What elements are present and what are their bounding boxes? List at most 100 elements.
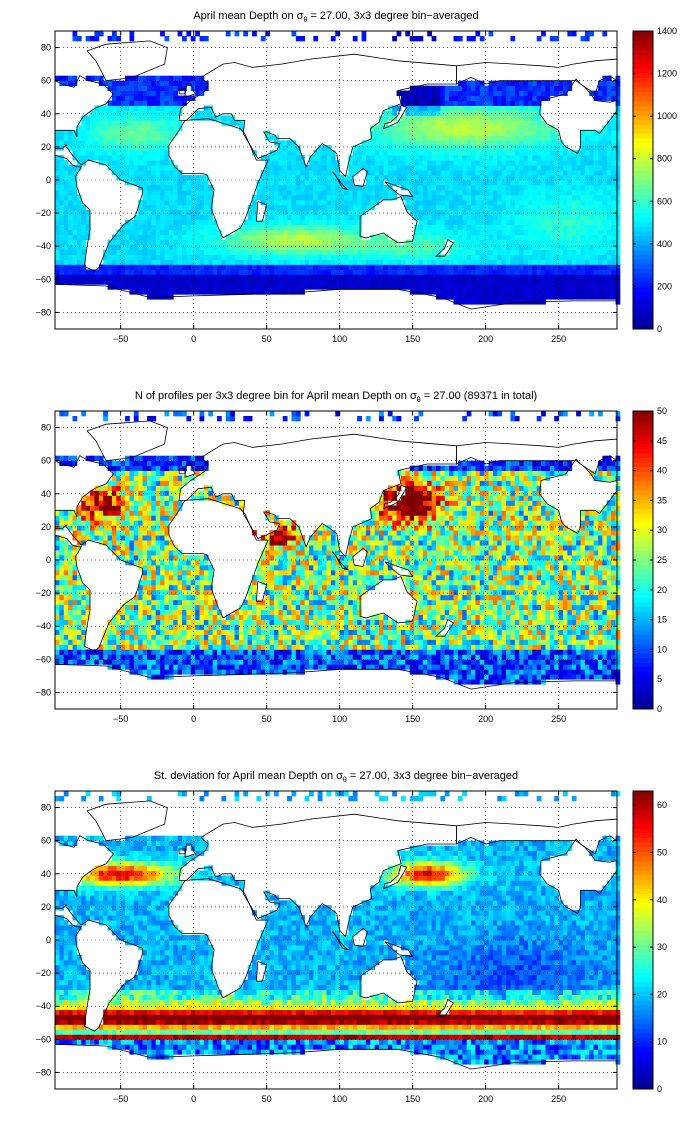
depth-cell <box>146 244 152 250</box>
depth-cell <box>68 214 73 221</box>
profile-count-cell <box>116 659 122 665</box>
depth-cell <box>606 279 612 285</box>
depth-cell <box>374 254 380 260</box>
depth-cell <box>98 274 104 280</box>
depth-cell <box>593 234 599 240</box>
profile-count-cell <box>471 654 476 660</box>
depth-cell <box>313 199 319 206</box>
depth-cell <box>361 140 367 146</box>
depth-cell <box>217 239 222 245</box>
depth-cell <box>282 145 288 151</box>
depth-cell <box>103 155 108 161</box>
profile-count-cell <box>155 664 161 670</box>
depth-cell <box>584 209 590 216</box>
depth-cell <box>59 189 65 196</box>
depth-cell <box>282 199 288 206</box>
profile-count-cell <box>545 664 551 670</box>
depth-cell <box>514 95 520 101</box>
depth-cell <box>269 269 275 275</box>
depth-cell <box>116 80 122 87</box>
profile-count-cell <box>484 659 489 665</box>
depth-cell <box>440 135 446 141</box>
depth-cell <box>462 274 468 280</box>
depth-cell <box>606 160 612 166</box>
profile-count-cell <box>247 659 253 665</box>
depth-cell <box>55 175 60 181</box>
depth-cell <box>567 229 573 236</box>
coastline <box>184 83 196 98</box>
depth-cell <box>208 279 214 285</box>
depth-cell <box>282 170 288 176</box>
depth-cell <box>256 239 262 245</box>
depth-cell <box>365 249 371 255</box>
depth-cell <box>615 135 621 141</box>
depth-cell <box>598 140 603 146</box>
depth-cell <box>335 224 341 231</box>
profile-count-cell <box>190 654 196 660</box>
depth-cell <box>81 145 87 151</box>
profile-count-cell <box>361 664 367 670</box>
depth-cell <box>541 150 546 156</box>
depth-cell <box>344 189 349 196</box>
depth-cell <box>427 90 433 96</box>
depth-cell <box>76 130 82 136</box>
depth-cell <box>357 184 362 191</box>
depth-cell <box>541 194 546 201</box>
depth-cell <box>225 115 231 121</box>
depth-cell <box>256 224 262 231</box>
depth-cell <box>278 284 284 290</box>
profile-count-cell <box>611 669 616 675</box>
profile-count-cell <box>510 679 516 685</box>
depth-cell <box>435 199 441 206</box>
depth-cell <box>379 234 384 240</box>
profile-count-cell <box>322 659 327 665</box>
depth-cell <box>611 160 616 166</box>
depth-cell <box>549 140 555 146</box>
depth-cell <box>414 209 419 216</box>
depth-cell <box>615 214 621 221</box>
depth-cell <box>541 175 546 181</box>
depth-cell <box>164 155 170 161</box>
depth-cell <box>527 189 533 196</box>
depth-cell <box>475 224 481 231</box>
depth-cell <box>598 294 603 300</box>
depth-cell <box>488 150 494 156</box>
depth-cell <box>142 254 148 260</box>
depth-cell <box>545 155 551 161</box>
depth-cell <box>357 269 362 275</box>
depth-cell <box>488 85 494 91</box>
profile-count-cell <box>422 654 428 660</box>
depth-cell <box>138 175 143 181</box>
depth-cell <box>418 150 424 156</box>
depth-cell <box>173 95 179 101</box>
depth-cell <box>344 239 349 245</box>
depth-cell <box>107 249 113 255</box>
depth-cell <box>488 160 494 166</box>
profile-count-cell <box>549 664 555 670</box>
depth-cell <box>151 269 157 275</box>
depth-cell <box>168 175 174 181</box>
depth-cell <box>348 184 354 191</box>
depth-cell <box>427 239 433 245</box>
depth-cell <box>562 294 568 300</box>
depth-cell <box>400 115 406 121</box>
depth-cell <box>400 125 406 131</box>
depth-cell <box>322 264 327 270</box>
depth-cell <box>133 289 139 295</box>
depth-cell <box>392 150 397 156</box>
depth-cell <box>488 135 494 141</box>
depth-cell <box>129 219 135 226</box>
depth-cell <box>352 269 358 275</box>
depth-cell <box>584 284 590 290</box>
depth-cell <box>562 229 568 236</box>
depth-cell <box>400 90 406 96</box>
depth-cell <box>536 199 542 206</box>
profile-count-cell <box>554 664 560 670</box>
depth-cell <box>234 264 240 270</box>
depth-cell <box>186 259 192 265</box>
depth-cell <box>85 140 91 146</box>
depth-cell <box>111 100 117 106</box>
depth-cell <box>593 294 599 300</box>
profile-count-cell <box>326 664 332 670</box>
profile-count-cell <box>488 664 494 670</box>
